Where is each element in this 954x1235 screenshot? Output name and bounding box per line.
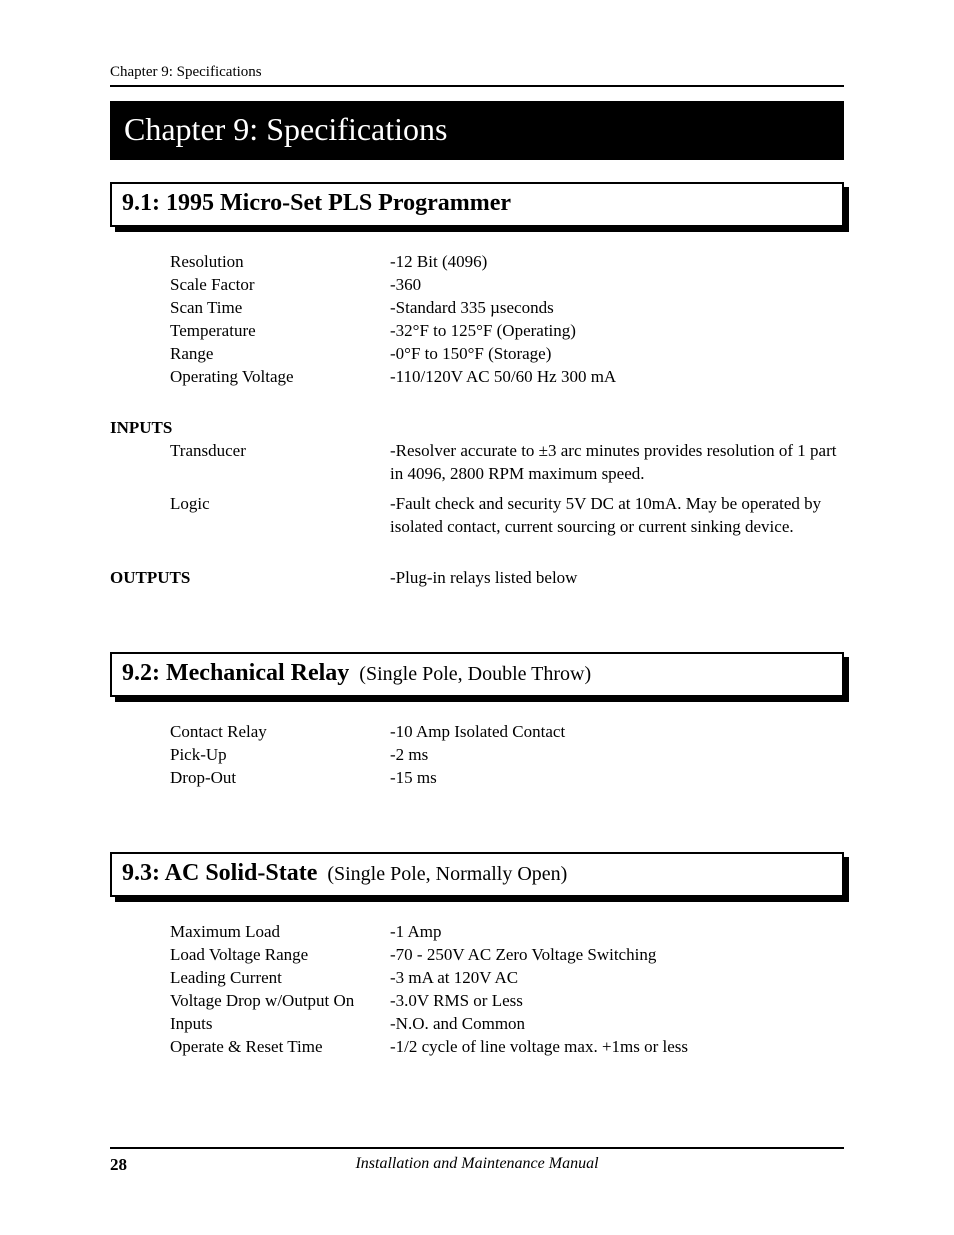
footer-rule <box>110 1147 844 1149</box>
spec-label: Operate & Reset Time <box>170 1036 390 1059</box>
section-9-3-heading-box: 9.3: AC Solid-State (Single Pole, Normal… <box>110 852 844 897</box>
spec-value: -Resolver accurate to ±3 arc minutes pro… <box>390 440 844 486</box>
section-9-3-subtitle: (Single Pole, Normally Open) <box>327 863 567 885</box>
section-9-1-heading-box: 9.1: 1995 Micro-Set PLS Programmer <box>110 182 844 227</box>
section-9-1-general-table: Resolution-12 Bit (4096) Scale Factor-36… <box>110 251 844 389</box>
spec-label: Contact Relay <box>170 721 390 744</box>
spec-label: Resolution <box>170 251 390 274</box>
section-9-1-outputs-table: OUTPUTS -Plug-in relays listed below <box>110 567 844 590</box>
spec-value: -Standard 335 µseconds <box>390 297 844 320</box>
chapter-title-bar: Chapter 9: Specifications <box>110 101 844 160</box>
spec-label: Voltage Drop w/Output On <box>170 990 390 1013</box>
spec-value: -Plug-in relays listed below <box>390 567 844 590</box>
footer-title: Installation and Maintenance Manual <box>110 1155 844 1173</box>
spec-label: Inputs <box>170 1013 390 1036</box>
page-footer: 28 Installation and Maintenance Manual <box>110 1147 844 1177</box>
spec-value: -N.O. and Common <box>390 1013 844 1036</box>
spec-value: -110/120V AC 50/60 Hz 300 mA <box>390 366 844 389</box>
spec-label: Range <box>170 343 390 366</box>
spec-label: Pick-Up <box>170 744 390 767</box>
inputs-heading: INPUTS <box>110 417 844 440</box>
spec-label: Scale Factor <box>170 274 390 297</box>
section-9-3-table: Maximum Load-1 Amp Load Voltage Range-70… <box>110 921 844 1059</box>
spec-value: -32°F to 125°F (Operating) <box>390 320 844 343</box>
spec-label: Load Voltage Range <box>170 944 390 967</box>
section-9-2-heading-box: 9.2: Mechanical Relay (Single Pole, Doub… <box>110 652 844 697</box>
spec-value: -12 Bit (4096) <box>390 251 844 274</box>
spec-value: -3.0V RMS or Less <box>390 990 844 1013</box>
spec-label: Operating Voltage <box>170 366 390 389</box>
page: Chapter 9: Specifications Chapter 9: Spe… <box>0 0 954 1235</box>
spec-label: Transducer <box>170 440 390 486</box>
spec-label: Logic <box>170 493 390 539</box>
spec-value: -360 <box>390 274 844 297</box>
spec-value: -0°F to 150°F (Storage) <box>390 343 844 366</box>
spec-label: Maximum Load <box>170 921 390 944</box>
spec-value: -2 ms <box>390 744 844 767</box>
section-9-1-inputs-table: INPUTS Transducer-Resolver accurate to ±… <box>110 417 844 540</box>
spec-label: Drop-Out <box>170 767 390 790</box>
header-rule <box>110 85 844 87</box>
spec-value: -1/2 cycle of line voltage max. +1ms or … <box>390 1036 844 1059</box>
spec-label: Temperature <box>170 320 390 343</box>
running-header: Chapter 9: Specifications <box>110 64 844 81</box>
section-9-1-title: 9.1: 1995 Micro-Set PLS Programmer <box>122 190 511 216</box>
section-9-2-subtitle: (Single Pole, Double Throw) <box>359 663 591 685</box>
spec-value: -3 mA at 120V AC <box>390 967 844 990</box>
spec-label: Scan Time <box>170 297 390 320</box>
section-9-3-title: 9.3: AC Solid-State <box>122 860 317 886</box>
spec-value: -1 Amp <box>390 921 844 944</box>
spec-value: -10 Amp Isolated Contact <box>390 721 844 744</box>
spec-value: -Fault check and security 5V DC at 10mA.… <box>390 493 844 539</box>
section-9-2-title: 9.2: Mechanical Relay <box>122 660 349 686</box>
outputs-heading: OUTPUTS <box>110 567 390 590</box>
spec-label: Leading Current <box>170 967 390 990</box>
section-9-2-table: Contact Relay-10 Amp Isolated Contact Pi… <box>110 721 844 790</box>
spec-value: -15 ms <box>390 767 844 790</box>
spec-value: -70 - 250V AC Zero Voltage Switching <box>390 944 844 967</box>
